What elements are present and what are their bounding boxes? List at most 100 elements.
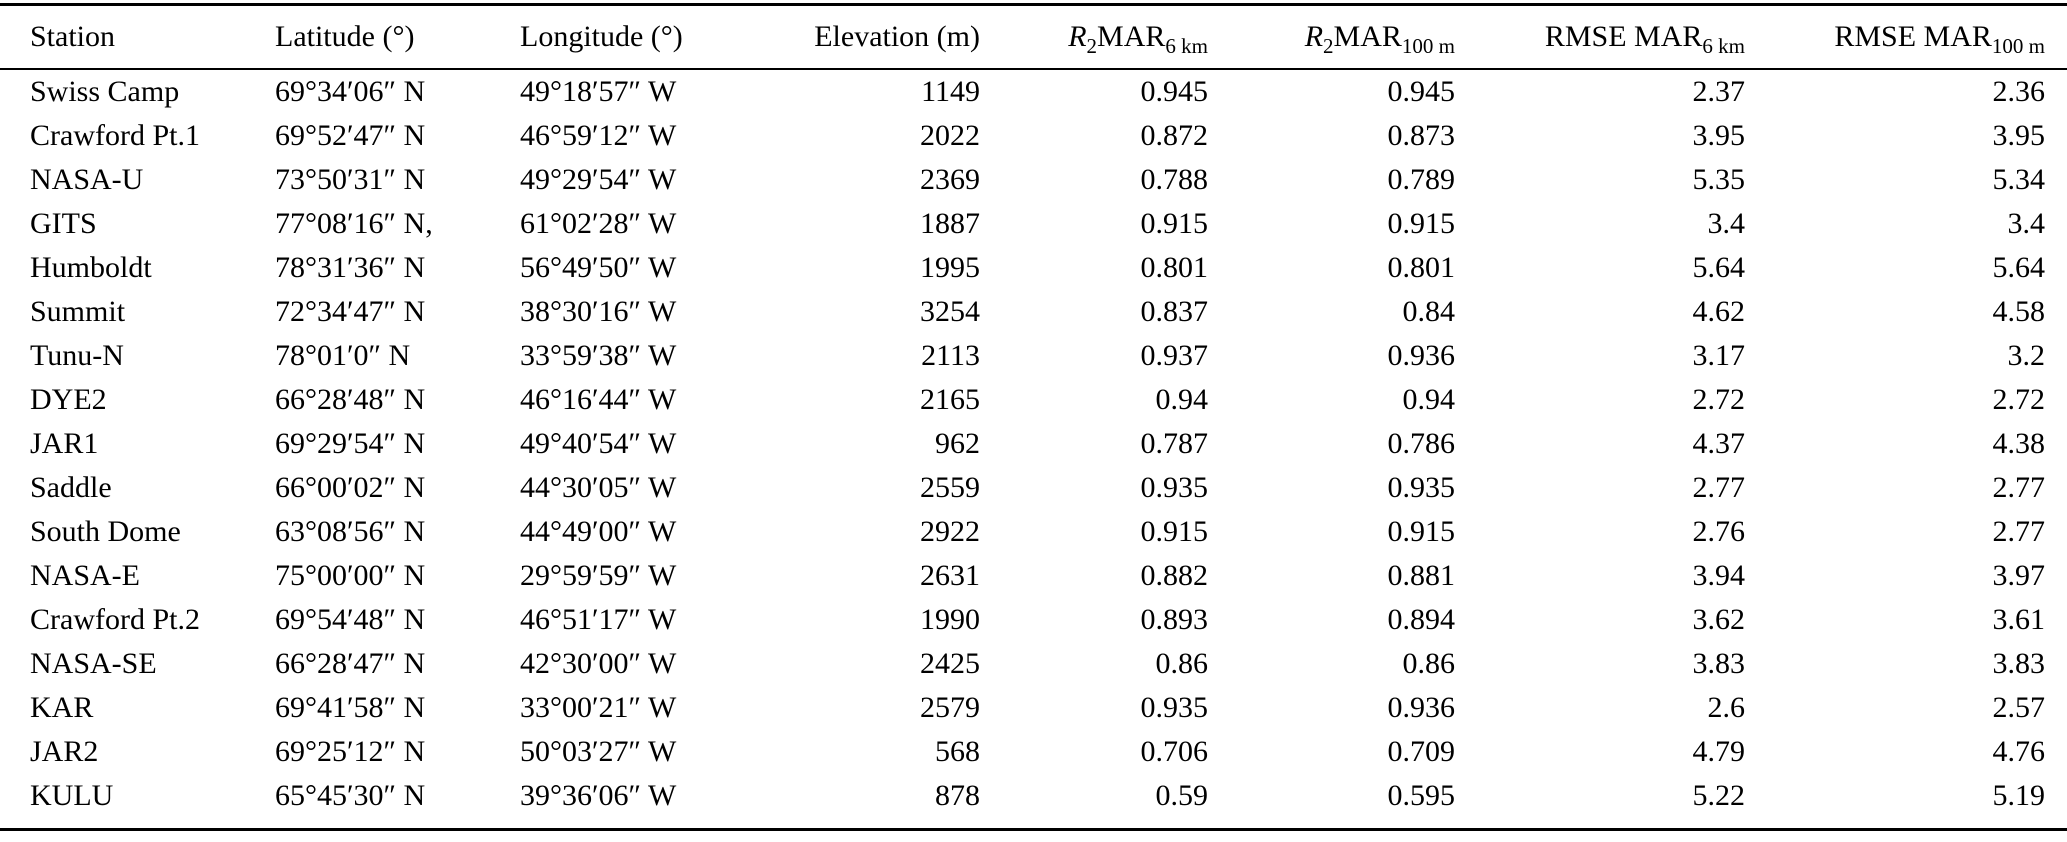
- cell-longitude: 44°30′05″ W: [520, 471, 677, 504]
- cell-station: NASA-E: [30, 559, 140, 592]
- cell-latitude: 63°08′56″ N: [275, 515, 426, 548]
- cell-rmse-mar-6km: 5.64: [1692, 251, 1746, 284]
- cell-r2-mar-100m: 0.595: [1387, 779, 1456, 812]
- cell-r2-mar-100m: 0.894: [1387, 603, 1456, 636]
- metric-name: RMSE MAR: [1544, 20, 1703, 53]
- cell-latitude: 77°08′16″ N,: [275, 207, 433, 240]
- cell-r2-mar-100m: 0.915: [1387, 207, 1456, 240]
- cell-rmse-mar-100m: 2.57: [1992, 691, 2046, 724]
- cell-elevation: 568: [935, 735, 980, 768]
- cell-rmse-mar-6km: 5.22: [1692, 779, 1746, 812]
- cell-rmse-mar-6km: 3.62: [1692, 603, 1746, 636]
- cell-elevation: 2369: [920, 163, 980, 196]
- cell-longitude: 50°03′27″ W: [520, 735, 677, 768]
- cell-r2-mar-6km: 0.935: [1140, 691, 1209, 724]
- r-subscript: 2: [1086, 34, 1098, 58]
- cell-rmse-mar-100m: 5.19: [1992, 779, 2046, 812]
- station-stats-table-container: Station Latitude (°) Longitude (°) Eleva…: [0, 3, 2067, 831]
- cell-station: Crawford Pt.1: [30, 119, 200, 152]
- table-row: NASA-U 73°50′31″ N 49°29′54″ W 2369 0.78…: [0, 158, 2067, 202]
- cell-station: Summit: [30, 295, 126, 328]
- table-row: DYE2 66°28′48″ N 46°16′44″ W 2165 0.94 0…: [0, 378, 2067, 422]
- cell-latitude: 69°34′06″ N: [275, 75, 426, 108]
- cell-r2-mar-6km: 0.915: [1140, 207, 1209, 240]
- table-row: South Dome 63°08′56″ N 44°49′00″ W 2922 …: [0, 510, 2067, 554]
- cell-r2-mar-100m: 0.915: [1387, 515, 1456, 548]
- table-row: Tunu-N 78°01′0″ N 33°59′38″ W 2113 0.937…: [0, 334, 2067, 378]
- cell-latitude: 78°01′0″ N: [275, 339, 411, 372]
- cell-rmse-mar-100m: 4.76: [1992, 735, 2046, 768]
- cell-rmse-mar-6km: 3.94: [1692, 559, 1746, 592]
- station-stats-table: Station Latitude (°) Longitude (°) Eleva…: [0, 6, 2067, 818]
- r-subscript: 2: [1323, 34, 1334, 58]
- cell-rmse-mar-6km: 4.79: [1692, 735, 1746, 768]
- r-symbol: R: [1068, 20, 1087, 53]
- cell-elevation: 2425: [920, 647, 980, 680]
- cell-r2-mar-100m: 0.86: [1402, 647, 1456, 680]
- cell-rmse-mar-100m: 3.95: [1992, 119, 2046, 152]
- col-header-r2-mar-100m: R2MAR100 m: [1230, 6, 1477, 70]
- cell-latitude: 65°45′30″ N: [275, 779, 426, 812]
- cell-station: Humboldt: [30, 251, 152, 284]
- cell-station: NASA-U: [30, 163, 144, 196]
- cell-station: Saddle: [30, 471, 112, 504]
- cell-elevation: 3254: [920, 295, 980, 328]
- cell-latitude: 69°25′12″ N: [275, 735, 426, 768]
- cell-rmse-mar-100m: 4.38: [1992, 427, 2046, 460]
- cell-r2-mar-100m: 0.789: [1387, 163, 1456, 196]
- cell-r2-mar-100m: 0.709: [1387, 735, 1456, 768]
- cell-rmse-mar-6km: 4.37: [1692, 427, 1746, 460]
- cell-rmse-mar-6km: 2.72: [1692, 383, 1746, 416]
- cell-longitude: 49°18′57″ W: [520, 75, 677, 108]
- cell-rmse-mar-6km: 2.77: [1692, 471, 1746, 504]
- cell-latitude: 66°00′02″ N: [275, 471, 426, 504]
- table-row: Crawford Pt.2 69°54′48″ N 46°51′17″ W 19…: [0, 598, 2067, 642]
- col-header-rmse-mar-100m: RMSE MAR100 m: [1767, 6, 2067, 70]
- cell-r2-mar-100m: 0.936: [1387, 691, 1456, 724]
- cell-longitude: 29°59′59″ W: [520, 559, 677, 592]
- table-row: Swiss Camp 69°34′06″ N 49°18′57″ W 1149 …: [0, 69, 2067, 114]
- cell-elevation: 1995: [920, 251, 980, 284]
- cell-r2-mar-6km: 0.915: [1140, 515, 1209, 548]
- col-header-elevation: Elevation (m): [760, 6, 1002, 70]
- cell-rmse-mar-6km: 3.95: [1692, 119, 1746, 152]
- cell-longitude: 49°40′54″ W: [520, 427, 677, 460]
- table-row: JAR1 69°29′54″ N 49°40′54″ W 962 0.787 0…: [0, 422, 2067, 466]
- cell-station: DYE2: [30, 383, 107, 416]
- cell-station: Tunu-N: [30, 339, 124, 372]
- col-header-station: Station: [0, 6, 275, 70]
- cell-elevation: 2922: [920, 515, 980, 548]
- cell-station: Crawford Pt.2: [30, 603, 200, 636]
- cell-rmse-mar-100m: 3.2: [2007, 339, 2046, 372]
- table-row: JAR2 69°25′12″ N 50°03′27″ W 568 0.706 0…: [0, 730, 2067, 774]
- cell-elevation: 2022: [920, 119, 980, 152]
- cell-latitude: 66°28′48″ N: [275, 383, 426, 416]
- cell-elevation: 962: [935, 427, 980, 460]
- col-header-r2-mar-6km: R2MAR6 km: [1002, 6, 1230, 70]
- cell-elevation: 2559: [920, 471, 980, 504]
- cell-latitude: 69°41′58″ N: [275, 691, 426, 724]
- table-row: KAR 69°41′58″ N 33°00′21″ W 2579 0.935 0…: [0, 686, 2067, 730]
- cell-rmse-mar-100m: 2.36: [1992, 75, 2046, 108]
- cell-latitude: 78°31′36″ N: [275, 251, 426, 284]
- cell-station: JAR1: [30, 427, 99, 460]
- table-row: KULU 65°45′30″ N 39°36′06″ W 878 0.59 0.…: [0, 774, 2067, 818]
- cell-longitude: 46°16′44″ W: [520, 383, 677, 416]
- cell-latitude: 72°34′47″ N: [275, 295, 426, 328]
- cell-rmse-mar-100m: 5.64: [1992, 251, 2046, 284]
- cell-r2-mar-6km: 0.837: [1140, 295, 1209, 328]
- cell-rmse-mar-6km: 2.37: [1692, 75, 1746, 108]
- cell-station: GITS: [30, 207, 97, 240]
- table-row: Saddle 66°00′02″ N 44°30′05″ W 2559 0.93…: [0, 466, 2067, 510]
- metric-name: RMSE MAR: [1834, 20, 1992, 53]
- cell-rmse-mar-6km: 3.4: [1707, 207, 1746, 240]
- cell-elevation: 2579: [920, 691, 980, 724]
- cell-r2-mar-6km: 0.787: [1140, 427, 1209, 460]
- cell-r2-mar-6km: 0.801: [1140, 251, 1209, 284]
- table-row: Crawford Pt.1 69°52′47″ N 46°59′12″ W 20…: [0, 114, 2067, 158]
- cell-rmse-mar-6km: 2.6: [1707, 691, 1746, 724]
- cell-station: South Dome: [30, 515, 181, 548]
- resolution-subscript: 6 km: [1702, 34, 1745, 58]
- cell-latitude: 73°50′31″ N: [275, 163, 426, 196]
- cell-rmse-mar-100m: 5.34: [1992, 163, 2046, 196]
